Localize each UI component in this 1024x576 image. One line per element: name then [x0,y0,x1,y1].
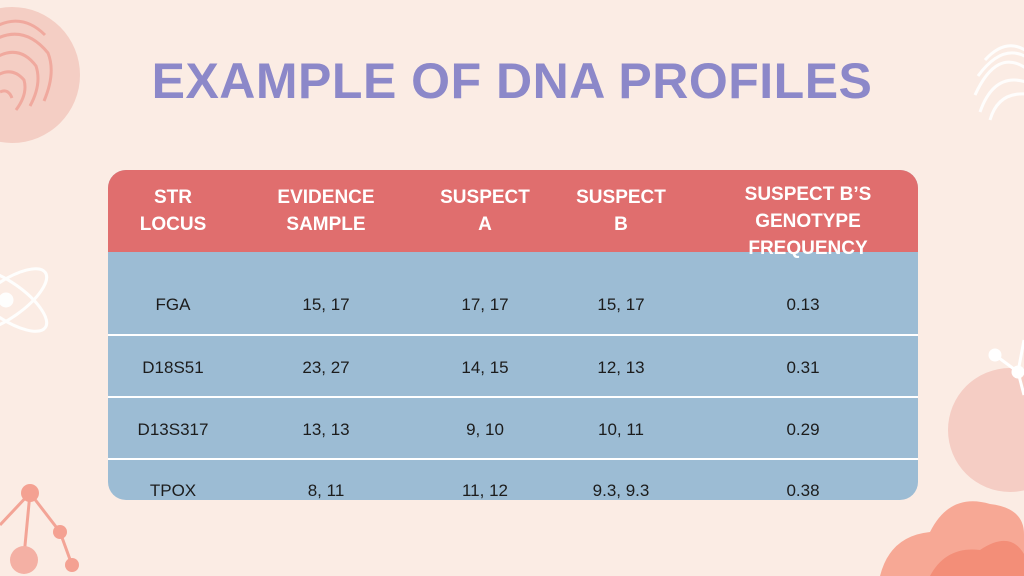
row-divider [108,396,918,398]
header-str-locus: STR LOCUS [139,187,207,235]
cell-locus: TPOX [149,481,197,500]
table-row: FGA 15, 17 17, 17 15, 17 0.13 [108,252,918,334]
row-divider [108,334,918,336]
cell-suspect-b: 15, 17 [597,295,645,314]
cell-suspect-b: 10, 11 [597,420,644,439]
cell-locus: FGA [155,295,191,314]
header-genotype-frequency: SUSPECT B’S GENOTYPE FREQUENCY [744,183,872,259]
cell-suspect-a: 17, 17 [461,295,509,314]
header-suspect-a: SUSPECT A [440,187,530,235]
header-evidence-sample: EVIDENCE SAMPLE [277,187,375,235]
dna-profile-table: STR LOCUS EVIDENCE SAMPLE SUSPECT A SUSP… [108,170,918,500]
cell-evidence: 15, 17 [302,295,350,314]
table-row: D13S317 13, 13 9, 10 10, 11 0.29 [108,398,918,460]
table-row: TPOX 8, 11 11, 12 9.3, 9.3 0.38 [108,460,918,500]
cell-suspect-b: 9.3, 9.3 [592,481,650,500]
molecule-icon-bottom-left [0,484,79,574]
cell-suspect-a: 9, 10 [466,420,504,439]
cell-frequency: 0.38 [786,481,820,500]
slide-title: EXAMPLE OF DNA PROFILES [151,53,873,109]
cell-frequency: 0.31 [786,358,820,377]
cell-evidence: 13, 13 [302,420,350,439]
cell-locus: D18S51 [142,358,204,377]
atom-icon [0,267,49,333]
cell-evidence: 23, 27 [302,358,350,377]
header-suspect-b: SUSPECT B [576,187,666,235]
cell-frequency: 0.13 [786,295,820,314]
cell-frequency: 0.29 [786,420,820,439]
cell-suspect-a: 11, 12 [461,481,508,500]
cell-suspect-a: 14, 15 [461,358,509,377]
cell-locus: D13S317 [137,420,209,439]
cell-evidence: 8, 11 [307,481,345,500]
table-header-row: STR LOCUS EVIDENCE SAMPLE SUSPECT A SUSP… [108,170,918,259]
cell-suspect-b: 12, 13 [597,358,645,377]
row-divider [108,458,918,460]
table-row: D18S51 23, 27 14, 15 12, 13 0.31 [108,336,918,398]
